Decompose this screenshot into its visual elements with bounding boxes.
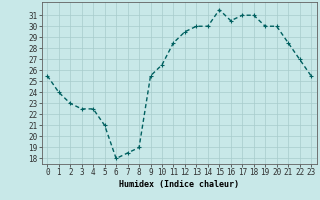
X-axis label: Humidex (Indice chaleur): Humidex (Indice chaleur)	[119, 180, 239, 189]
